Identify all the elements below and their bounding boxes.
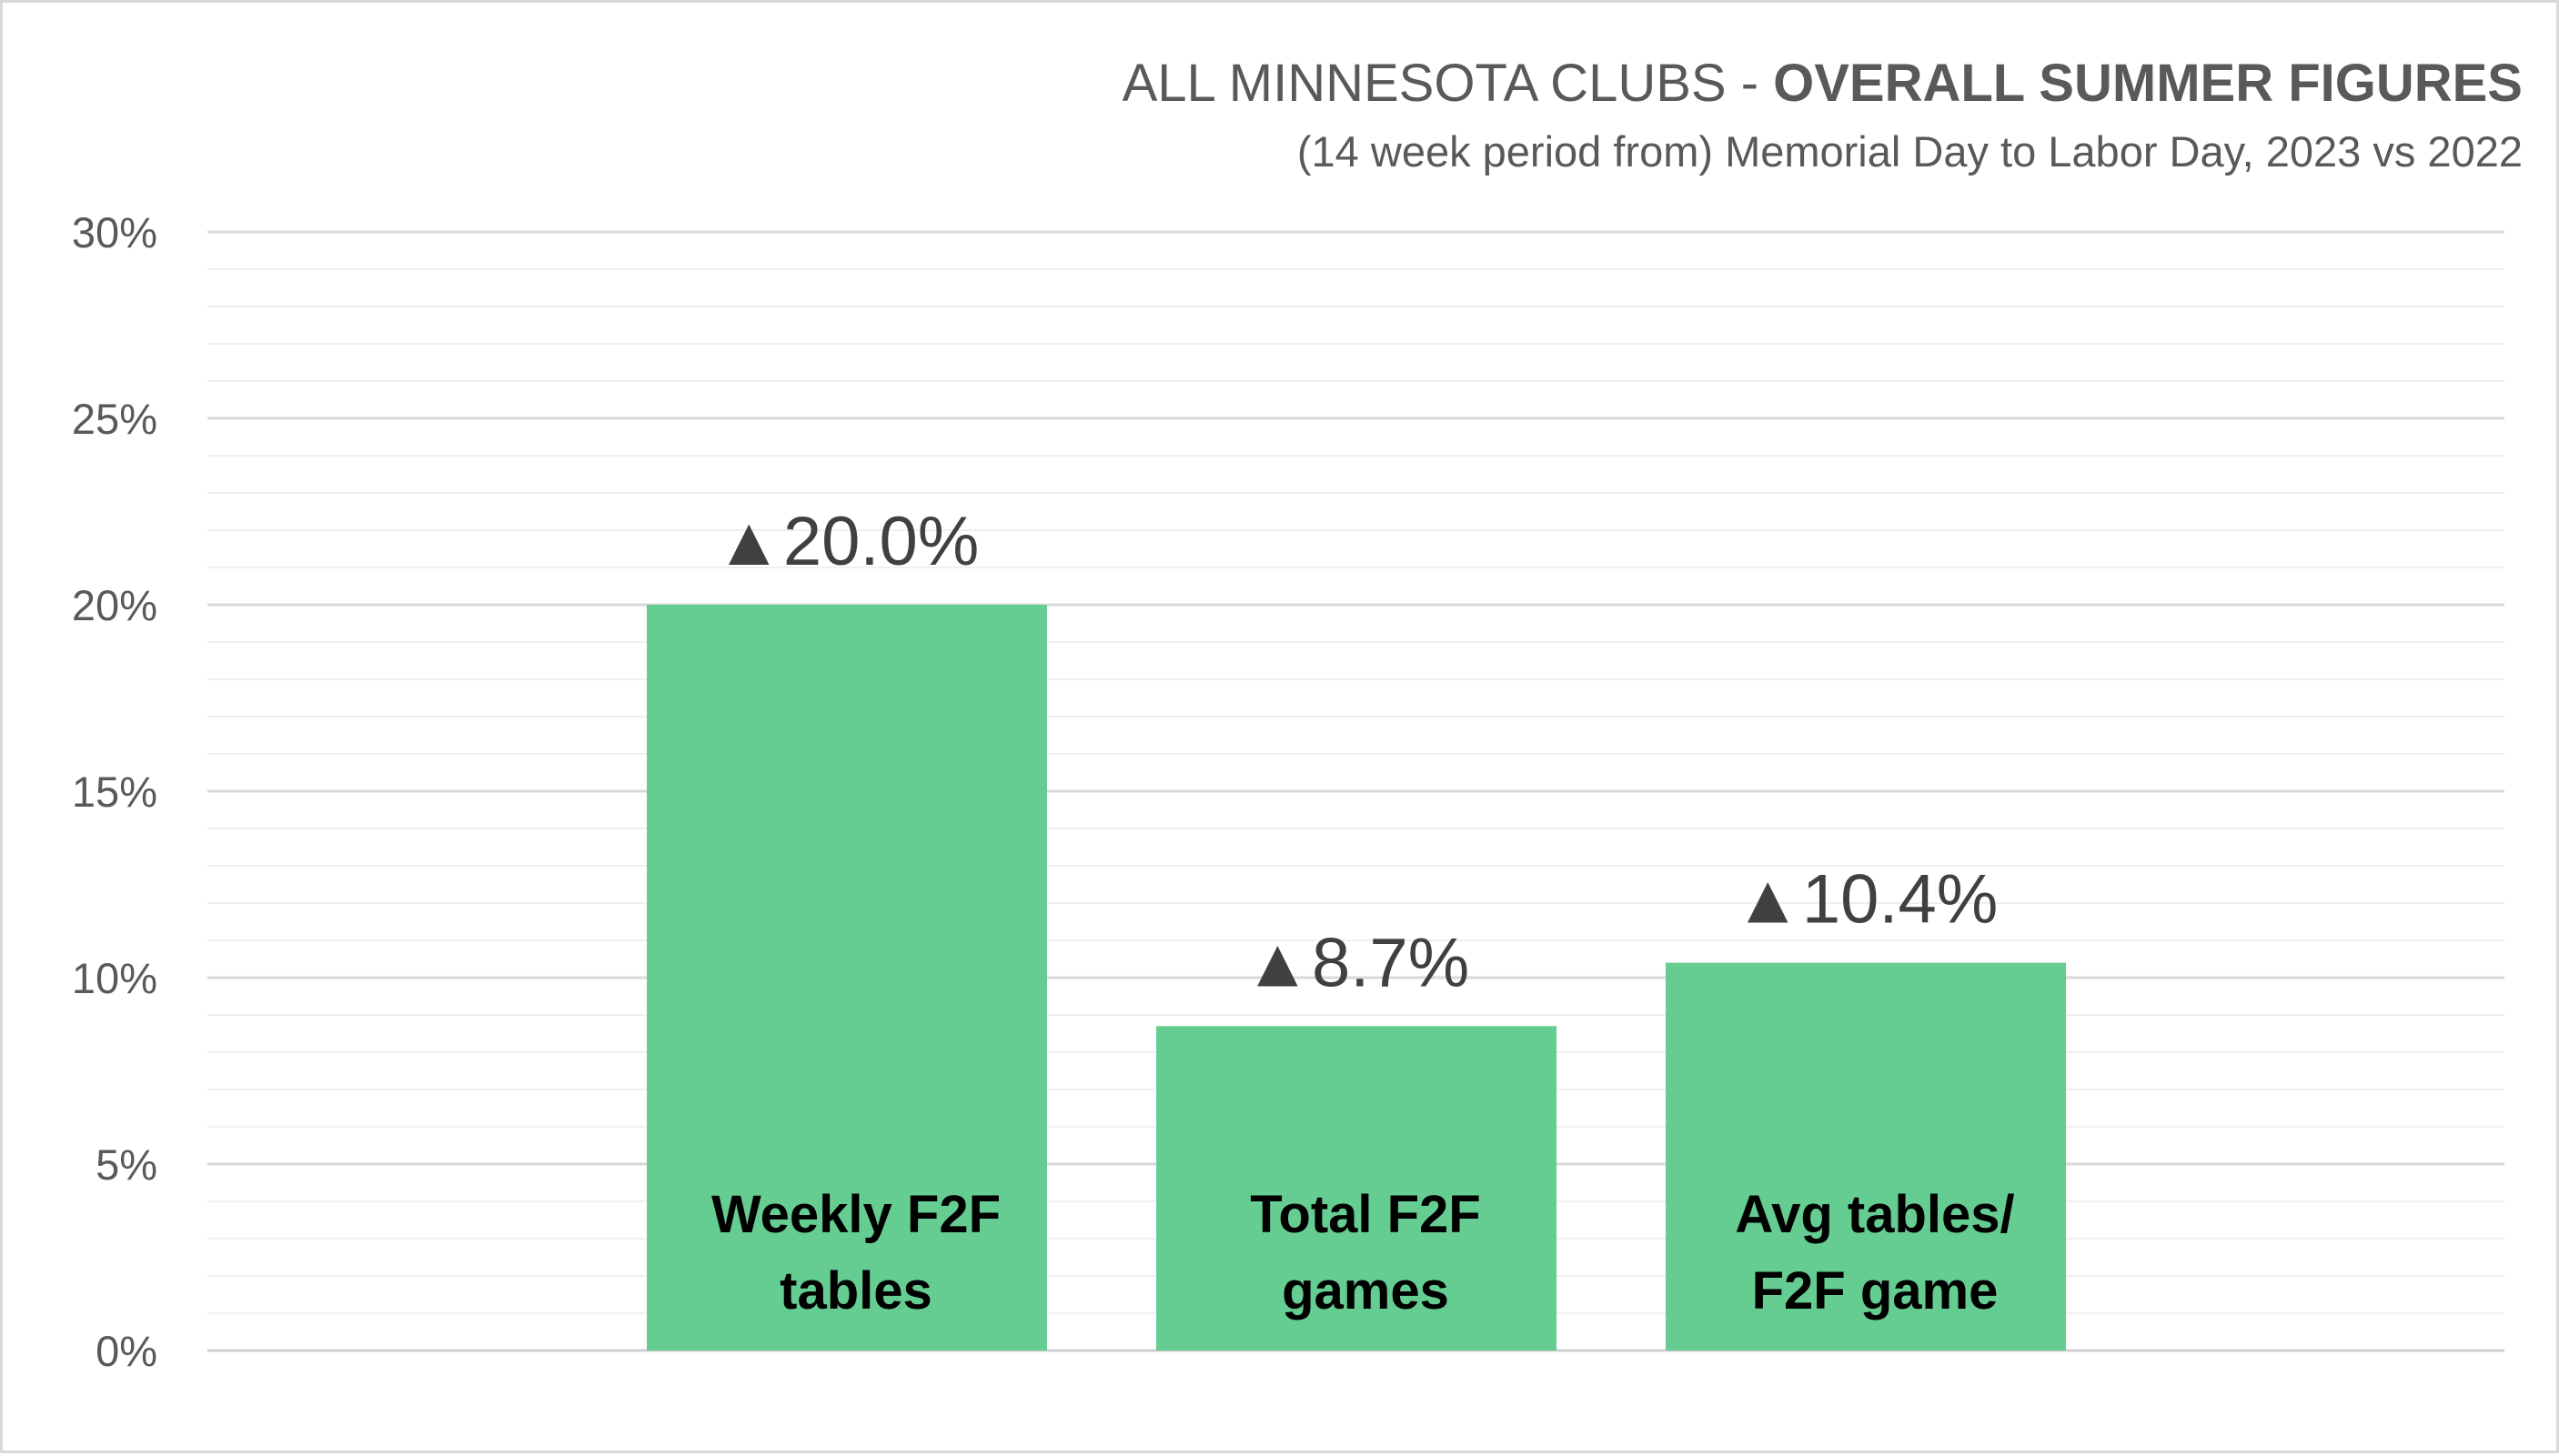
y-tick-label: 25% xyxy=(72,395,157,443)
bar-category-line: Avg tables/ xyxy=(1735,1185,2014,1244)
chart-title-prefix: ALL MINNESOTA CLUBS - xyxy=(1123,54,1774,113)
y-tick-label: 5% xyxy=(96,1140,157,1189)
bar-category-label: Weekly F2F tables xyxy=(711,1185,1001,1320)
y-tick-label: 30% xyxy=(72,208,157,256)
bar-category-label: Total F2F games xyxy=(1250,1185,1480,1320)
chart-title: ALL MINNESOTA CLUBS - OVERALL SUMMER FIG… xyxy=(1123,54,2523,113)
bar xyxy=(647,605,1047,1351)
y-tick-label: 10% xyxy=(72,954,157,1002)
chart: 0% 5% 10% 15% 20% 25% 30% ▲20.0% Weekly F2F table… xyxy=(72,54,2523,1375)
bar-category-line: tables xyxy=(780,1261,932,1320)
bar xyxy=(1156,1026,1557,1351)
label-layer: 0% 5% 10% 15% 20% 25% 30% ▲20.0% Weekly F2F table… xyxy=(72,208,2015,1375)
y-tick-label: 0% xyxy=(96,1327,157,1375)
bar xyxy=(1666,962,2066,1351)
y-tick-label: 15% xyxy=(72,768,157,816)
bar-category-line: Weekly F2F xyxy=(711,1185,1001,1244)
bar-category-line: Total F2F xyxy=(1250,1185,1480,1244)
bar-category-line: F2F game xyxy=(1752,1261,1999,1320)
bar-category-line: games xyxy=(1282,1261,1449,1320)
bar-category-label: Avg tables/F2F game xyxy=(1735,1185,2014,1320)
chart-subtitle: (14 week period from) Memorial Day to La… xyxy=(1297,127,2523,176)
y-tick-label: 20% xyxy=(72,581,157,629)
bar-value-label: ▲10.4% xyxy=(1734,861,1999,939)
chart-title-emphasis: OVERALL SUMMER FIGURES xyxy=(1773,54,2523,113)
bar-layer xyxy=(647,605,2066,1351)
bar-value-label: ▲20.0% xyxy=(715,503,980,580)
bar-value-label: ▲8.7% xyxy=(1244,924,1469,1001)
